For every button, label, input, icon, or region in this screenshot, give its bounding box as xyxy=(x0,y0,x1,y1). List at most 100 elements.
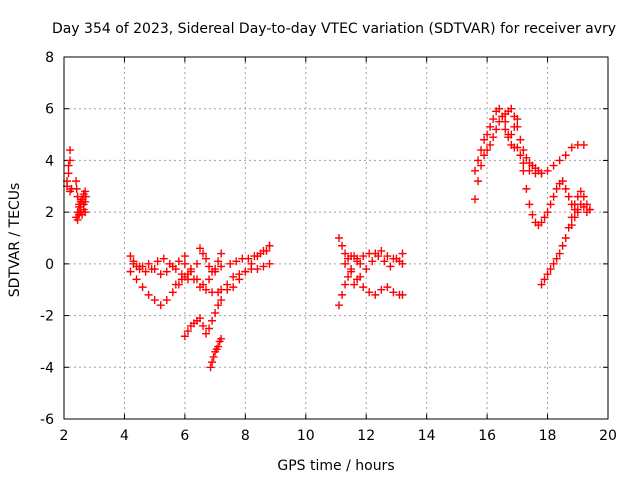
data-point xyxy=(570,213,579,222)
data-point xyxy=(208,316,217,325)
data-point xyxy=(180,259,189,268)
data-point xyxy=(519,159,528,168)
data-point xyxy=(259,262,268,271)
data-point xyxy=(192,275,201,284)
plot-frame xyxy=(63,56,609,420)
data-point xyxy=(209,352,218,361)
data-point xyxy=(585,205,594,214)
data-point xyxy=(262,246,271,255)
data-point xyxy=(180,252,189,261)
data-point xyxy=(156,301,165,310)
data-point xyxy=(516,151,525,160)
data-point xyxy=(552,184,561,193)
y-tick-label: 4 xyxy=(45,153,54,169)
data-point xyxy=(365,288,374,297)
y-tick-label: 6 xyxy=(45,102,54,118)
data-point xyxy=(486,140,495,149)
data-point xyxy=(513,143,522,152)
data-point xyxy=(389,288,398,297)
data-point xyxy=(72,177,81,186)
data-point xyxy=(217,249,226,258)
data-point xyxy=(171,280,180,289)
x-tick-label: 4 xyxy=(120,428,129,444)
data-point xyxy=(168,288,177,297)
data-point xyxy=(338,290,347,299)
data-point xyxy=(162,296,171,305)
data-point xyxy=(226,259,235,268)
data-point xyxy=(199,321,208,330)
data-point xyxy=(579,202,588,211)
x-tick-label: 6 xyxy=(180,428,189,444)
data-point xyxy=(522,153,531,162)
data-point xyxy=(380,257,389,266)
y-tick-label: -2 xyxy=(40,309,54,325)
data-point xyxy=(217,262,226,271)
data-point xyxy=(192,259,201,268)
data-point xyxy=(537,169,546,178)
data-point xyxy=(477,161,486,170)
data-point xyxy=(579,140,588,149)
x-tick-label: 8 xyxy=(241,428,250,444)
data-point xyxy=(141,267,150,276)
data-point xyxy=(265,259,274,268)
data-point xyxy=(552,254,561,263)
data-point xyxy=(537,280,546,289)
data-point xyxy=(72,184,81,193)
data-point xyxy=(344,272,353,281)
data-point xyxy=(546,200,555,209)
data-point xyxy=(353,257,362,266)
data-point xyxy=(177,275,186,284)
data-point xyxy=(153,257,162,266)
data-point xyxy=(244,254,253,263)
data-point xyxy=(147,265,156,274)
data-point xyxy=(144,290,153,299)
data-point xyxy=(232,257,241,266)
data-point xyxy=(256,249,265,258)
data-point xyxy=(528,210,537,219)
data-point xyxy=(171,265,180,274)
data-point xyxy=(208,358,217,367)
data-point xyxy=(489,133,498,142)
data-point xyxy=(492,125,501,134)
data-point xyxy=(241,267,250,276)
data-point xyxy=(165,259,174,268)
data-point xyxy=(495,104,504,113)
data-point xyxy=(477,146,486,155)
data-point xyxy=(549,161,558,170)
data-point xyxy=(483,130,492,139)
data-point xyxy=(64,161,73,170)
data-point xyxy=(217,334,226,343)
data-point xyxy=(186,267,195,276)
data-point xyxy=(205,262,214,271)
data-point xyxy=(162,267,171,276)
data-point xyxy=(540,275,549,284)
data-point xyxy=(471,166,480,175)
data-point xyxy=(73,215,82,224)
data-point xyxy=(564,192,573,201)
data-point xyxy=(525,166,534,175)
data-point xyxy=(211,308,220,317)
data-point xyxy=(507,104,516,113)
data-point xyxy=(561,184,570,193)
data-point xyxy=(501,125,510,134)
y-tick-label: 2 xyxy=(45,205,54,221)
y-axis-label: SDTVAR / TECUs xyxy=(7,183,23,298)
x-tick-label: 16 xyxy=(478,428,496,444)
data-point xyxy=(398,259,407,268)
data-point xyxy=(392,254,401,263)
data-point xyxy=(579,192,588,201)
data-point xyxy=(486,122,495,131)
data-point xyxy=(196,314,204,323)
data-point xyxy=(474,156,483,165)
data-point xyxy=(555,156,564,165)
data-point xyxy=(359,252,368,261)
data-point xyxy=(489,115,498,124)
data-point xyxy=(126,252,135,261)
data-point xyxy=(229,283,238,292)
data-point xyxy=(543,270,552,279)
data-point xyxy=(573,205,582,214)
x-tick-label: 10 xyxy=(297,428,315,444)
data-point xyxy=(235,275,244,284)
data-point xyxy=(75,210,84,219)
